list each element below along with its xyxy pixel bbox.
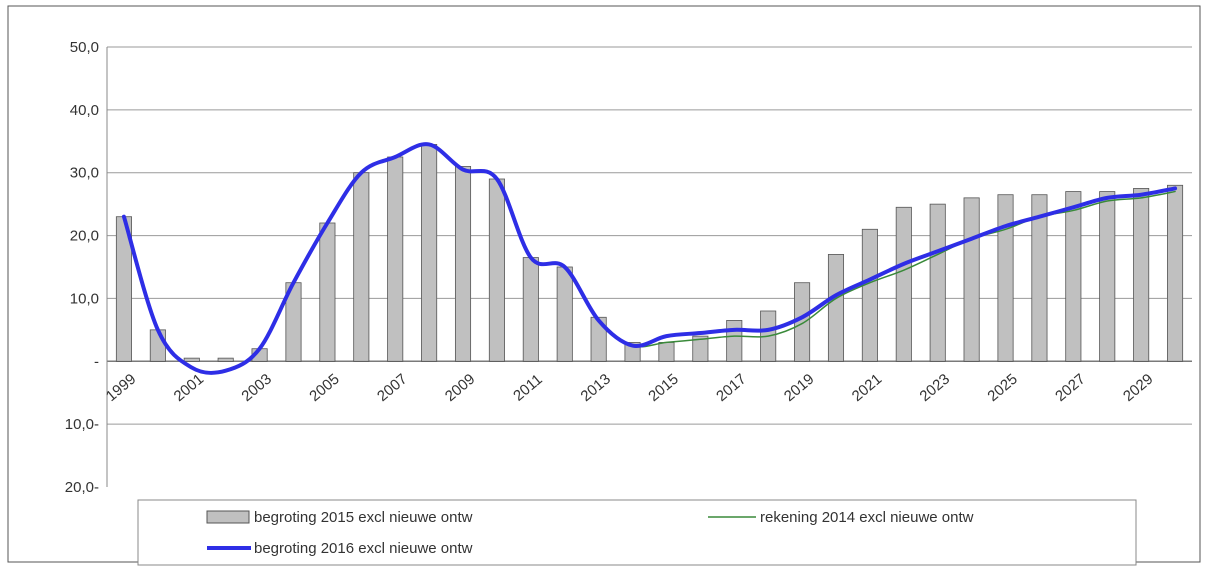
legend-label-rekening-2014: rekening 2014 excl nieuwe ontw <box>760 509 974 526</box>
bar <box>149 329 166 362</box>
y-tick-label: 40,0 <box>70 102 99 119</box>
line-series <box>121 142 1178 375</box>
bar <box>353 172 370 362</box>
bar <box>963 197 980 362</box>
bar-series <box>115 144 1184 362</box>
bar <box>895 206 912 362</box>
legend: begroting 2015 excl nieuwe ontw rekening… <box>137 499 1137 566</box>
bar <box>1031 194 1048 362</box>
bar <box>319 222 336 362</box>
bar <box>522 257 539 362</box>
y-tick-label: 10,0 <box>70 290 99 307</box>
bar <box>1167 184 1184 362</box>
y-tick-label: 20,0- <box>65 479 99 496</box>
bar <box>658 342 675 362</box>
y-tick-label: 30,0 <box>70 165 99 182</box>
bar <box>183 357 200 362</box>
y-tick-label: 10,0- <box>65 416 99 433</box>
y-axis: 50,040,030,020,010,0-10,0-20,0- <box>65 39 108 496</box>
bar <box>488 178 505 362</box>
bar <box>997 194 1014 362</box>
bar <box>217 357 234 362</box>
line-begroting-2016 <box>121 142 1178 375</box>
y-tick-label: 20,0 <box>70 228 99 245</box>
bar <box>421 144 438 362</box>
bar <box>1065 191 1082 362</box>
y-tick-label: - <box>94 353 99 370</box>
legend-swatch-begroting-2015 <box>206 510 250 524</box>
bar <box>827 254 845 362</box>
legend-label-begroting-2016: begroting 2016 excl nieuwe ontw <box>254 540 473 557</box>
legend-label-begroting-2015: begroting 2015 excl nieuwe ontw <box>254 509 473 526</box>
bar <box>387 156 404 362</box>
y-tick-label: 50,0 <box>70 39 99 56</box>
bar <box>1099 191 1116 362</box>
bar <box>1133 188 1150 362</box>
bar <box>556 266 573 362</box>
bar <box>454 166 472 362</box>
bar <box>692 335 709 362</box>
legend-box <box>137 499 1137 566</box>
bar <box>861 228 878 362</box>
bar <box>929 203 946 362</box>
bar <box>726 320 743 362</box>
